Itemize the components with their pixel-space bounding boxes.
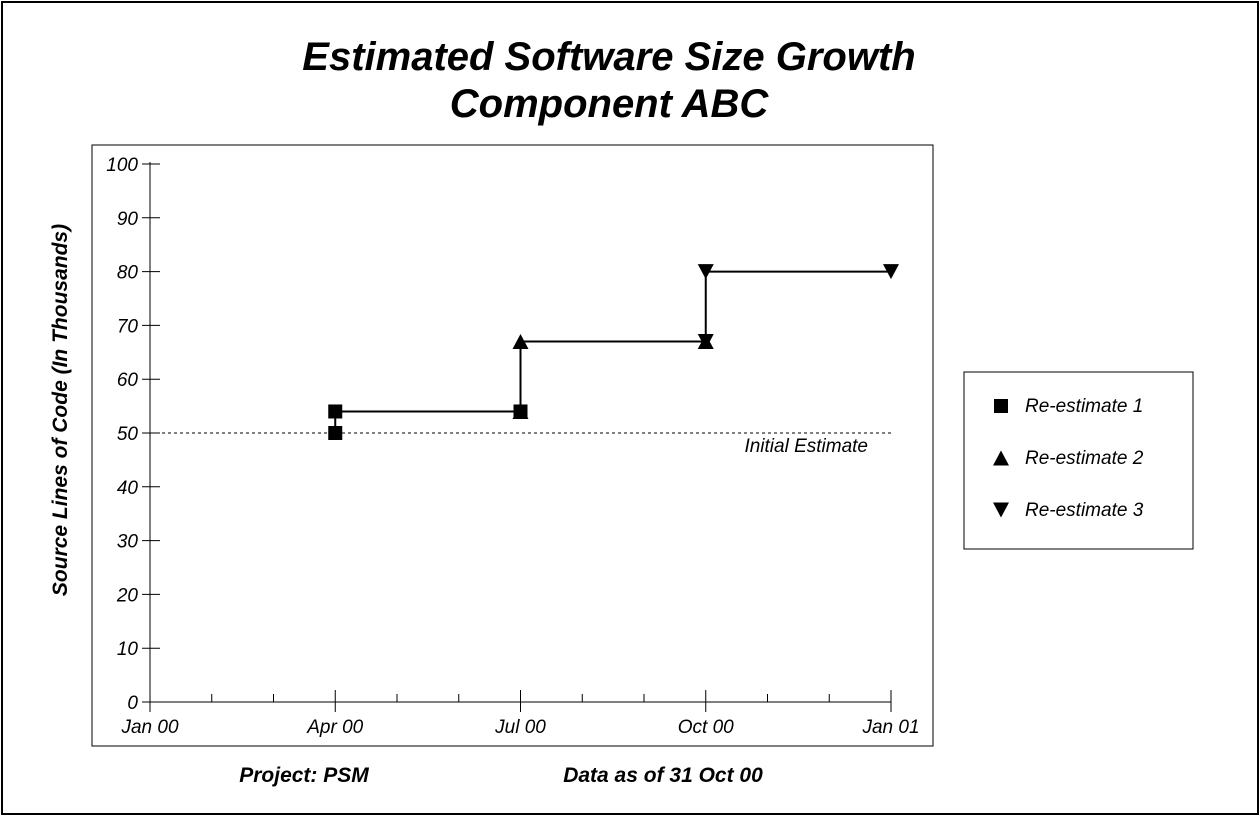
y-tick-label: 80 bbox=[117, 263, 139, 284]
reference-layer: Initial Estimate bbox=[150, 432, 891, 457]
axes: 0 10 20 30 40 50 60 70 80 90 100 Jan 00 Apr 00 Jul 00… bbox=[106, 155, 919, 738]
y-axis-label: Source Lines of Code (In Thousands) bbox=[49, 224, 72, 596]
x-tick-label: Jan 01 bbox=[861, 717, 919, 738]
series-2-point bbox=[512, 403, 529, 419]
y-tick-label: 90 bbox=[117, 209, 139, 230]
footer-project: Project: PSM bbox=[239, 764, 369, 787]
series-1-line bbox=[334, 410, 521, 433]
legend-label-2: Re-estimate 2 bbox=[1025, 448, 1144, 469]
chart-subtitle: Component ABC bbox=[450, 82, 770, 126]
footer-data-as-of: Data as of 31 Oct 00 bbox=[563, 764, 763, 787]
legend-label-3: Re-estimate 3 bbox=[1025, 500, 1144, 521]
series-3-line bbox=[704, 270, 891, 342]
x-tick-label: Apr 00 bbox=[306, 717, 363, 738]
y-tick-label: 100 bbox=[106, 155, 138, 176]
y-tick-label: 70 bbox=[117, 316, 139, 337]
series-2-line bbox=[519, 340, 706, 412]
series-1-point bbox=[328, 404, 343, 419]
legend-box bbox=[963, 371, 1194, 550]
legend: Re-estimate 1 Re-estimate 2 Re-estimate 3 bbox=[993, 396, 1144, 521]
series-2-point bbox=[512, 334, 529, 350]
legend-marker-3 bbox=[993, 502, 1009, 518]
y-tick-label: 50 bbox=[117, 424, 139, 445]
y-tick-label: 40 bbox=[117, 478, 139, 499]
y-tick-label: 0 bbox=[127, 693, 138, 714]
y-tick-label: 60 bbox=[117, 370, 139, 391]
y-tick-label: 10 bbox=[117, 639, 139, 660]
x-tick-label: Oct 00 bbox=[678, 717, 734, 738]
x-tick-label: Jul 00 bbox=[494, 717, 546, 738]
legend-marker-1 bbox=[994, 399, 1008, 413]
y-tick-label: 20 bbox=[116, 585, 139, 606]
y-tick-label: 30 bbox=[117, 532, 139, 553]
series-3-point bbox=[697, 264, 714, 280]
series-1-point bbox=[328, 426, 343, 440]
series-3-point bbox=[697, 334, 714, 350]
reference-line-label: Initial Estimate bbox=[744, 436, 868, 457]
plot-border bbox=[91, 144, 934, 747]
legend-marker-2 bbox=[993, 450, 1009, 466]
series-layer bbox=[328, 264, 899, 440]
legend-label-1: Re-estimate 1 bbox=[1025, 396, 1143, 417]
x-tick-label: Jan 00 bbox=[120, 717, 178, 738]
chart-title: Estimated Software Size Growth bbox=[302, 35, 915, 79]
series-3-point bbox=[883, 264, 899, 280]
